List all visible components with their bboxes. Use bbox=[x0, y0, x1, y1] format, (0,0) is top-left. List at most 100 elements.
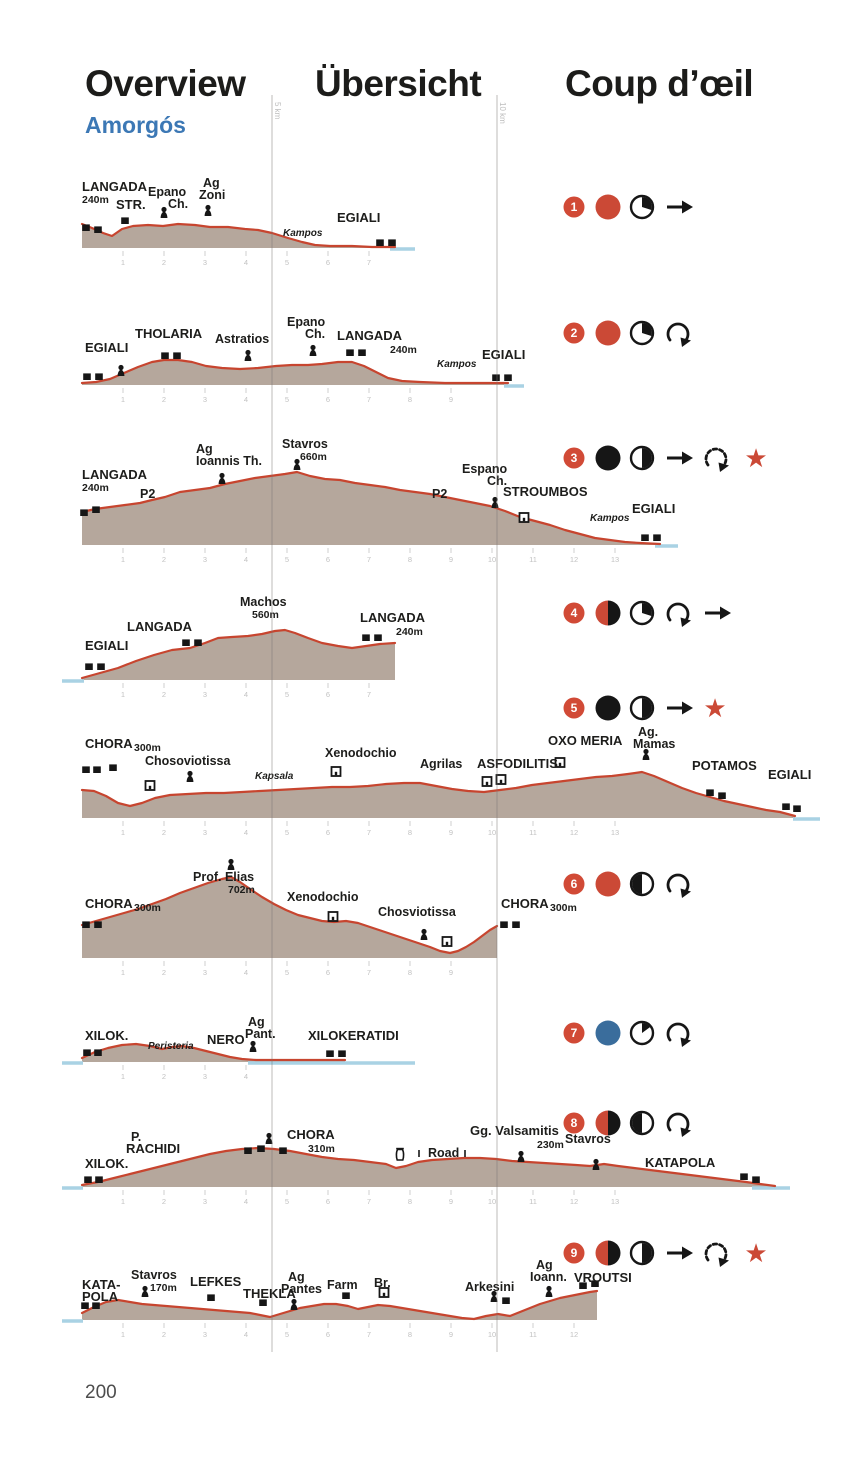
place-label: Epano bbox=[287, 315, 326, 329]
church-dome bbox=[643, 748, 649, 755]
page-title-fr: Coup d’œil bbox=[565, 63, 754, 104]
duration-clock-fill bbox=[642, 1023, 651, 1033]
church-body bbox=[545, 1290, 553, 1297]
place-label: LANGADA bbox=[337, 328, 403, 343]
church-body bbox=[290, 1303, 298, 1310]
tick-label: 2 bbox=[162, 690, 166, 699]
church-body bbox=[420, 933, 428, 940]
church-dome bbox=[219, 472, 225, 479]
tick-label: 7 bbox=[367, 968, 371, 977]
tick-label: 1 bbox=[121, 1072, 125, 1081]
tick-label: 4 bbox=[244, 555, 248, 564]
hamlet-marker bbox=[495, 774, 507, 785]
profile-line bbox=[80, 770, 797, 818]
church-body bbox=[227, 863, 235, 870]
profile-line bbox=[80, 628, 397, 680]
place-label: 240m bbox=[390, 344, 417, 356]
hamlet-marker bbox=[481, 776, 493, 787]
building-marker bbox=[94, 921, 102, 928]
church-marker bbox=[491, 496, 499, 508]
building-marker bbox=[338, 1050, 346, 1057]
tick-label: 2 bbox=[162, 395, 166, 404]
tick-label: 4 bbox=[244, 1330, 248, 1339]
hamlet-marker bbox=[554, 757, 566, 768]
church-marker bbox=[249, 1040, 257, 1052]
place-label: P2 bbox=[140, 487, 155, 501]
place-label: Arkesini bbox=[465, 1280, 514, 1294]
church-dome bbox=[310, 344, 316, 351]
hamlet-marker-door bbox=[445, 941, 449, 946]
building-marker bbox=[82, 224, 90, 231]
place-label: Ag bbox=[288, 1270, 305, 1284]
building-marker bbox=[95, 373, 103, 380]
tick-label: 6 bbox=[326, 555, 330, 564]
tick-label: 6 bbox=[326, 1197, 330, 1206]
profile-line bbox=[80, 1042, 347, 1062]
hamlet-marker-door bbox=[485, 781, 489, 786]
place-label: EGIALI bbox=[85, 340, 128, 355]
place-label: ASFODILITIS bbox=[477, 756, 558, 771]
church-dome bbox=[546, 1285, 552, 1292]
building-marker bbox=[83, 1049, 91, 1056]
tick-label: 5 bbox=[285, 968, 289, 977]
tick-label: 8 bbox=[408, 395, 412, 404]
hamlet-marker-door bbox=[382, 1292, 386, 1297]
route-7-icons: 7 bbox=[563, 1020, 691, 1047]
route-1-icons: 1 bbox=[563, 194, 693, 220]
place-label: Ag bbox=[196, 442, 213, 456]
building-marker bbox=[358, 349, 366, 356]
route-6-icons: 6 bbox=[563, 871, 691, 898]
building-marker bbox=[94, 1049, 102, 1056]
place-label: Peristeria bbox=[148, 1041, 194, 1052]
profile-line bbox=[80, 222, 397, 249]
difficulty-icon-blue bbox=[595, 1020, 621, 1046]
church-dome bbox=[250, 1040, 256, 1047]
place-label: LANGADA bbox=[82, 467, 148, 482]
place-label: Zoni bbox=[199, 188, 225, 202]
tick-label: 8 bbox=[408, 968, 412, 977]
place-label: 702m bbox=[228, 884, 255, 896]
place-label: Pantes bbox=[281, 1282, 322, 1296]
route-4-icons: 4 bbox=[563, 600, 731, 627]
place-label: CHORA bbox=[287, 1127, 335, 1142]
tick-label: 9 bbox=[449, 1330, 453, 1339]
building-marker bbox=[579, 1282, 587, 1289]
building-marker bbox=[109, 764, 117, 771]
tick-label: 5 bbox=[285, 555, 289, 564]
place-label: STROUMBOS bbox=[503, 484, 588, 499]
tick-label: 4 bbox=[244, 1072, 248, 1081]
hamlet-marker bbox=[441, 936, 453, 947]
church-dome bbox=[118, 364, 124, 371]
route-2: 1 2 3 4 5 6 7 8 9 EGIALI THOLARIA Astratios EpanoCh.… bbox=[80, 315, 525, 404]
route-8-icons: 8 bbox=[563, 1110, 691, 1137]
tick-label: 9 bbox=[449, 395, 453, 404]
hamlet-marker bbox=[144, 780, 156, 791]
one-way-arrow-head bbox=[682, 1246, 693, 1260]
place-label: XILOK. bbox=[85, 1028, 128, 1043]
difficulty-icon-half-black bbox=[608, 600, 621, 626]
duration-clock-fill bbox=[642, 323, 652, 337]
loop-arc bbox=[666, 322, 690, 342]
tick-label: 5 bbox=[285, 1330, 289, 1339]
place-label: 300m bbox=[134, 742, 161, 754]
place-label: 300m bbox=[134, 902, 161, 914]
loop-dashed-icon bbox=[704, 447, 729, 472]
church-dome bbox=[161, 206, 167, 213]
route-number-badge bbox=[563, 196, 585, 218]
profile-line bbox=[80, 358, 510, 385]
place-label: Epano bbox=[148, 185, 187, 199]
loop-dashed-icon bbox=[704, 1242, 729, 1267]
tick-label: 5 bbox=[285, 690, 289, 699]
loop-icon bbox=[666, 602, 691, 627]
building-marker bbox=[793, 805, 801, 812]
building-marker bbox=[342, 1292, 350, 1299]
church-dome bbox=[205, 204, 211, 211]
church-dome bbox=[294, 458, 300, 465]
tick-label: 4 bbox=[244, 258, 248, 267]
place-label: Xenodochio bbox=[325, 746, 397, 760]
building-marker bbox=[706, 789, 714, 796]
church-body bbox=[204, 209, 212, 216]
place-label: NERO bbox=[207, 1032, 245, 1047]
